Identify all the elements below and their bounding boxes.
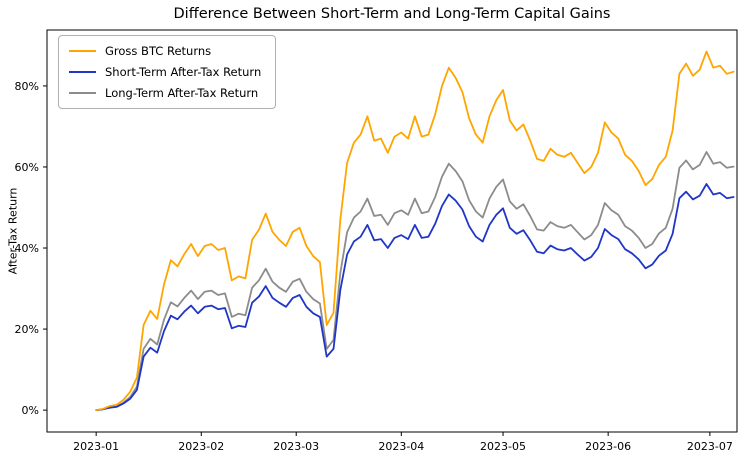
series-line-long-term-after-tax [95,151,735,412]
y-tick-label: 60% [15,161,39,174]
legend-label-gross: Gross BTC Returns [105,44,212,58]
legend-line-swatch-short-term [69,70,96,74]
y-tick-label: 80% [15,80,39,93]
legend-item-gross-btc-returns: Gross BTC Returns [69,44,261,58]
plot-frame [46,29,738,433]
series-line-gross-btc-returns [95,50,735,412]
x-tick-label: 2023-07 [687,440,733,453]
y-tick-label: 20% [15,323,39,336]
x-tick-label: 2023-02 [178,440,224,453]
x-tick-label: 2023-03 [273,440,319,453]
legend-item-short-term-after-tax: Short-Term After-Tax Return [69,65,261,79]
legend-line-swatch-gross [69,49,96,53]
legend-line-swatch-long-term [69,91,96,95]
y-tick-label: 0% [22,404,39,417]
x-tick-label: 2023-05 [480,440,526,453]
legend: Gross BTC Returns Short-Term After-Tax R… [58,35,277,109]
y-tick-label: 40% [15,242,39,255]
legend-label-short-term: Short-Term After-Tax Return [105,65,262,79]
x-tick-label: 2023-01 [73,440,119,453]
legend-label-long-term: Long-Term After-Tax Return [105,86,259,100]
x-tick-label: 2023-06 [585,440,631,453]
chart-title: Difference Between Short-Term and Long-T… [173,6,611,22]
x-tick-label: 2023-04 [378,440,424,453]
legend-item-long-term-after-tax: Long-Term After-Tax Return [69,86,261,100]
series-line-short-term-after-tax [95,183,735,412]
